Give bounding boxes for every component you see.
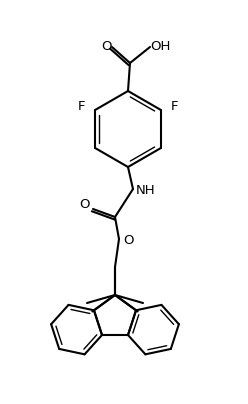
Text: O: O — [123, 234, 133, 248]
Text: F: F — [171, 101, 179, 114]
Text: O: O — [101, 40, 111, 53]
Text: F: F — [77, 101, 85, 114]
Text: O: O — [80, 198, 90, 210]
Text: OH: OH — [150, 40, 170, 53]
Text: NH: NH — [136, 185, 156, 198]
